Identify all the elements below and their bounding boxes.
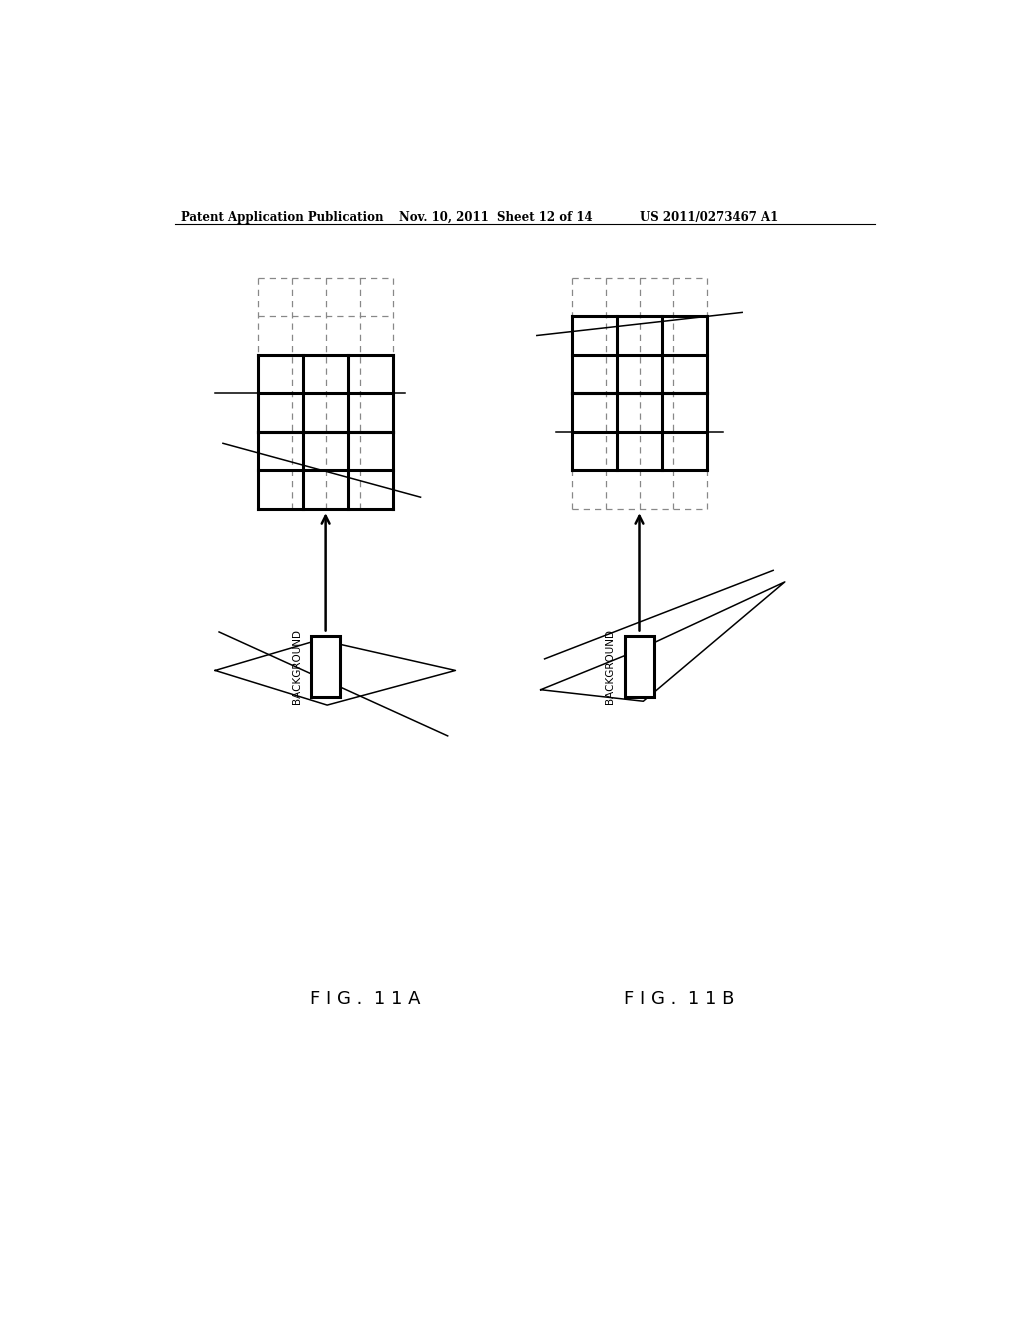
Text: US 2011/0273467 A1: US 2011/0273467 A1 <box>640 211 778 224</box>
Text: F I G .  1 1 B: F I G . 1 1 B <box>624 990 734 1008</box>
Text: Patent Application Publication: Patent Application Publication <box>180 211 383 224</box>
Bar <box>311 636 340 697</box>
Bar <box>625 636 654 697</box>
Text: BACKGROUND: BACKGROUND <box>605 630 615 704</box>
Text: Nov. 10, 2011  Sheet 12 of 14: Nov. 10, 2011 Sheet 12 of 14 <box>399 211 593 224</box>
Text: BACKGROUND: BACKGROUND <box>292 630 302 704</box>
Text: F I G .  1 1 A: F I G . 1 1 A <box>310 990 421 1008</box>
